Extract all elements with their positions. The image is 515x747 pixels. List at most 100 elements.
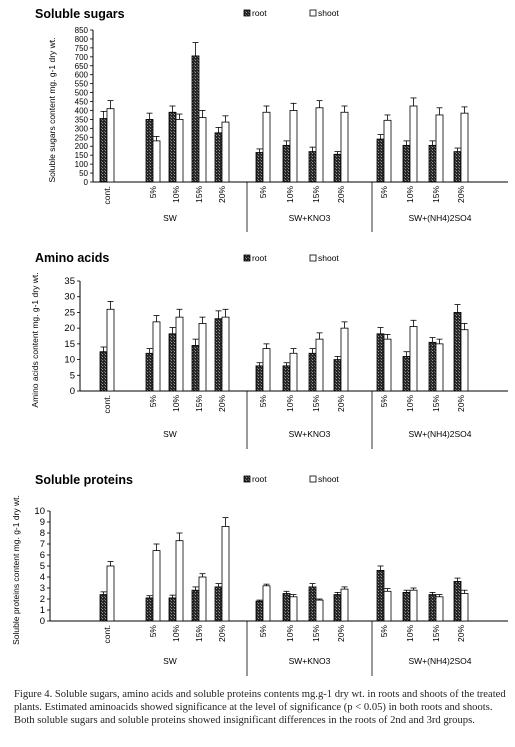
bar-shoot <box>340 327 349 392</box>
bar-shoot <box>175 119 184 183</box>
bar-shoot <box>152 140 161 183</box>
category-label: 10% <box>285 625 295 642</box>
bar-root <box>99 594 108 622</box>
figure-caption: Figure 4. Soluble sugars, amino acids an… <box>14 689 506 726</box>
bar-shoot <box>340 111 349 183</box>
bar-root <box>145 597 154 622</box>
legend-label-root: root <box>252 253 267 263</box>
bar-shoot <box>435 343 444 392</box>
group-label: SW+KNO3 <box>289 656 331 666</box>
category-label: 15% <box>311 186 321 203</box>
group-label: SW <box>163 656 177 666</box>
category-label: 10% <box>171 625 181 642</box>
chart-title: Soluble proteins <box>35 473 133 487</box>
category-label: 5% <box>258 395 268 408</box>
y-tick-label: 6 <box>40 550 45 561</box>
bar-root <box>428 144 437 183</box>
y-tick-label: 2 <box>40 594 45 605</box>
y-tick-label: 5 <box>70 370 75 381</box>
category-label: 20% <box>456 625 466 642</box>
bar-root <box>282 365 291 392</box>
bar-root <box>191 55 200 183</box>
category-label: 15% <box>431 395 441 412</box>
bar-root <box>376 570 385 622</box>
bar-shoot <box>289 352 298 392</box>
bar-shoot <box>383 590 392 622</box>
y-tick-label: 7 <box>40 539 45 550</box>
bar-root <box>453 581 462 622</box>
group-label: SW <box>163 429 177 439</box>
bar-shoot <box>198 576 207 622</box>
bar-shoot <box>221 316 230 392</box>
category-label: 15% <box>194 395 204 412</box>
y-tick-label: 700 <box>75 53 89 62</box>
bar-shoot <box>315 599 324 622</box>
y-tick-label: 800 <box>75 35 89 44</box>
y-tick-label: 0 <box>70 386 75 397</box>
y-tick-label: 650 <box>75 62 89 71</box>
y-tick-label: 450 <box>75 98 89 107</box>
bar-shoot <box>409 105 418 183</box>
legend-swatch-root <box>243 9 251 17</box>
bar-shoot <box>152 550 161 622</box>
category-label: 5% <box>258 625 268 638</box>
chart-1: Amino acids root shoot 0 5 10 15 20 25 30 35 Amino … <box>30 251 508 449</box>
y-tick-label: 150 <box>75 151 89 160</box>
bar-root <box>308 586 317 622</box>
bar-shoot <box>106 308 115 392</box>
bar-root <box>191 345 200 392</box>
bar-shoot <box>460 112 469 183</box>
category-label: 20% <box>456 395 466 412</box>
bar-shoot <box>435 596 444 622</box>
legend-swatch-shoot <box>309 9 317 17</box>
bar-shoot <box>409 326 418 392</box>
bar-shoot <box>262 585 271 622</box>
category-label: 5% <box>379 625 389 638</box>
bar-root <box>99 351 108 392</box>
bar-root <box>145 352 154 392</box>
category-label: 5% <box>379 395 389 408</box>
bar-shoot <box>175 316 184 392</box>
bar-root <box>376 333 385 392</box>
y-tick-label: 15 <box>64 339 75 350</box>
bar-root <box>255 600 264 622</box>
category-label: 20% <box>336 395 346 412</box>
bar-root <box>453 151 462 183</box>
bar-root <box>282 593 291 622</box>
y-tick-label: 9 <box>40 517 45 528</box>
bar-shoot <box>262 348 271 392</box>
bar-shoot <box>460 329 469 392</box>
bar-shoot <box>289 110 298 183</box>
bar-root <box>214 586 223 622</box>
y-tick-label: 500 <box>75 89 89 98</box>
y-tick-label: 4 <box>40 572 45 583</box>
y-tick-label: 3 <box>40 583 45 594</box>
y-tick-label: 750 <box>75 44 89 53</box>
chart-0: Soluble sugars root shoot 05010015020025030… <box>35 7 508 232</box>
category-label: 10% <box>405 625 415 642</box>
bar-shoot <box>106 565 115 622</box>
category-label: 10% <box>405 186 415 203</box>
y-tick-label: 10 <box>34 506 45 517</box>
category-label: 5% <box>258 186 268 199</box>
bar-shoot <box>315 338 324 392</box>
bar-shoot <box>175 540 184 622</box>
y-tick-label: 250 <box>75 133 89 142</box>
category-label: 10% <box>405 395 415 412</box>
bar-shoot <box>198 323 207 392</box>
category-label: 20% <box>456 186 466 203</box>
y-tick-label: 35 <box>64 276 75 287</box>
bar-shoot <box>315 107 324 183</box>
bar-root <box>255 152 264 183</box>
y-tick-label: 200 <box>75 142 89 151</box>
category-label: 20% <box>217 395 227 412</box>
category-label: 5% <box>148 186 158 199</box>
legend: root shoot <box>243 474 339 484</box>
category-label: 20% <box>217 625 227 642</box>
category-label: 5% <box>379 186 389 199</box>
category-label: 5% <box>148 395 158 408</box>
bar-root <box>428 341 437 392</box>
y-tick-label: 10 <box>64 355 75 366</box>
group-label: SW <box>163 213 177 223</box>
